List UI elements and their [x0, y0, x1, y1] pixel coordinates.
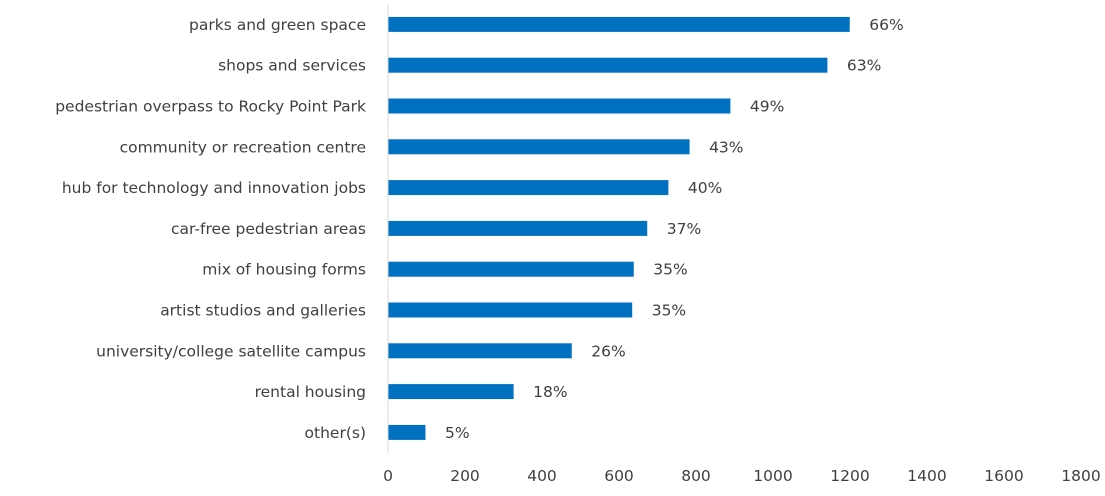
data-label: 63%: [847, 57, 881, 75]
data-label: 43%: [709, 138, 743, 156]
bar: [388, 139, 690, 155]
category-label: shops and services: [218, 57, 366, 75]
data-label: 35%: [652, 302, 686, 320]
bar: [388, 384, 514, 400]
bar: [388, 424, 426, 440]
category-label: car-free pedestrian areas: [171, 220, 366, 238]
data-label: 5%: [445, 424, 470, 442]
data-label: 66%: [869, 16, 903, 34]
x-tick-label: 1800: [1061, 467, 1100, 485]
bar: [388, 180, 669, 196]
bar: [388, 343, 572, 359]
category-label: rental housing: [255, 383, 366, 401]
bar: [388, 57, 828, 73]
x-tick-label: 1000: [753, 467, 792, 485]
category-label: artist studios and galleries: [160, 302, 366, 320]
axis-layer: 0 200 400 600 800 1000 1200 1400 1600 1800: [383, 4, 1101, 485]
category-label: community or recreation centre: [120, 138, 366, 156]
data-label: 26%: [591, 342, 625, 360]
category-label: other(s): [305, 424, 366, 442]
bar: [388, 220, 648, 236]
category-label: university/college satellite campus: [96, 342, 366, 360]
bar: [388, 261, 634, 277]
x-tick-label: 1400: [907, 467, 946, 485]
bar: [388, 98, 731, 114]
data-label: 40%: [688, 179, 722, 197]
bars-layer: [388, 16, 850, 440]
data-label: 49%: [750, 98, 784, 116]
data-label: 35%: [653, 261, 687, 279]
category-label: mix of housing forms: [202, 261, 366, 279]
bar: [388, 302, 633, 318]
x-tick-label: 0: [383, 467, 393, 485]
data-label: 18%: [533, 383, 567, 401]
x-tick-label: 600: [604, 467, 634, 485]
x-tick-label: 800: [681, 467, 711, 485]
x-tick-label: 400: [527, 467, 557, 485]
category-label: parks and green space: [189, 16, 366, 34]
category-label: hub for technology and innovation jobs: [62, 179, 366, 197]
labels-layer: parks and green space 66% shops and servic…: [55, 16, 903, 442]
x-tick-label: 200: [450, 467, 480, 485]
data-label: 37%: [667, 220, 701, 238]
category-label: pedestrian overpass to Rocky Point Park: [55, 98, 366, 116]
bar: [388, 16, 850, 32]
x-tick-label: 1200: [830, 467, 869, 485]
x-tick-label: 1600: [984, 467, 1023, 485]
